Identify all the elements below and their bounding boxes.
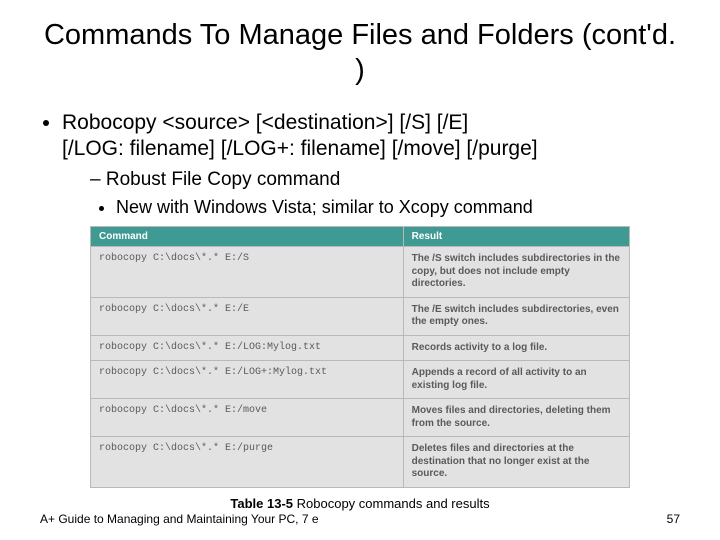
res-cell: Appends a record of all activity to an e… xyxy=(403,361,629,399)
bullet-list: Robocopy <source> [<destination>] [/S] [… xyxy=(40,110,680,219)
table-header-result: Result xyxy=(403,227,629,247)
table-row: robocopy C:\docs\*.* E:/LOG:Mylog.txt Re… xyxy=(91,335,630,361)
cmd-cell: robocopy C:\docs\*.* E:/S xyxy=(91,247,404,298)
caption-rest: Robocopy commands and results xyxy=(293,496,490,511)
cmd-cell: robocopy C:\docs\*.* E:/purge xyxy=(91,437,404,488)
res-cell: Moves files and directories, deleting th… xyxy=(403,399,629,437)
slide-title: Commands To Manage Files and Folders (co… xyxy=(40,18,680,88)
page-number: 57 xyxy=(667,512,680,526)
res-cell: Deletes files and directories at the des… xyxy=(403,437,629,488)
footer: A+ Guide to Managing and Maintaining You… xyxy=(40,512,680,526)
res-cell: The /S switch includes subdirectories in… xyxy=(403,247,629,298)
table-row: robocopy C:\docs\*.* E:/LOG+:Mylog.txt A… xyxy=(91,361,630,399)
robocopy-table: Command Result robocopy C:\docs\*.* E:/S… xyxy=(90,226,630,488)
table-row: robocopy C:\docs\*.* E:/purge Deletes fi… xyxy=(91,437,630,488)
bullet-l3: New with Windows Vista; similar to Xcopy… xyxy=(116,196,680,219)
table-wrap: Command Result robocopy C:\docs\*.* E:/S… xyxy=(90,226,630,511)
bullet-l1-line1: Robocopy <source> [<destination>] [/S] [… xyxy=(62,111,468,134)
bullet-l2: Robust File Copy command New with Window… xyxy=(90,168,680,218)
slide: Commands To Manage Files and Folders (co… xyxy=(0,0,720,540)
bullet-l1: Robocopy <source> [<destination>] [/S] [… xyxy=(62,110,680,219)
bullet-list-l3: New with Windows Vista; similar to Xcopy… xyxy=(90,196,680,219)
cmd-cell: robocopy C:\docs\*.* E:/move xyxy=(91,399,404,437)
table-row: robocopy C:\docs\*.* E:/move Moves files… xyxy=(91,399,630,437)
table-header-row: Command Result xyxy=(91,227,630,247)
table-header-command: Command xyxy=(91,227,404,247)
bullet-l1-line2: [/LOG: filename] [/LOG+: filename] [/mov… xyxy=(62,137,538,160)
bullet-list-l2: Robust File Copy command New with Window… xyxy=(62,168,680,218)
cmd-cell: robocopy C:\docs\*.* E:/LOG+:Mylog.txt xyxy=(91,361,404,399)
cmd-cell: robocopy C:\docs\*.* E:/E xyxy=(91,297,404,335)
footer-text: A+ Guide to Managing and Maintaining You… xyxy=(40,512,319,526)
cmd-cell: robocopy C:\docs\*.* E:/LOG:Mylog.txt xyxy=(91,335,404,361)
res-cell: Records activity to a log file. xyxy=(403,335,629,361)
table-row: robocopy C:\docs\*.* E:/S The /S switch … xyxy=(91,247,630,298)
table-row: robocopy C:\docs\*.* E:/E The /E switch … xyxy=(91,297,630,335)
res-cell: The /E switch includes subdirectories, e… xyxy=(403,297,629,335)
bullet-l2-text: Robust File Copy command xyxy=(106,169,340,190)
table-caption: Table 13-5 Robocopy commands and results xyxy=(90,496,630,511)
caption-bold: Table 13-5 xyxy=(230,496,293,511)
